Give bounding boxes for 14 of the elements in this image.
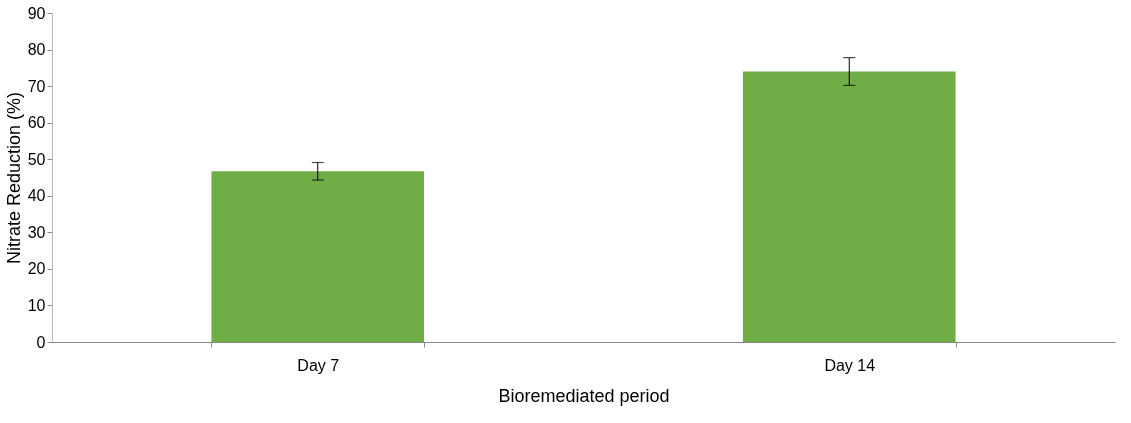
x-tick-label: Day 7: [297, 356, 340, 374]
y-tick-label: 10: [27, 296, 46, 314]
x-axis-title: Bioremediated period: [498, 385, 670, 406]
y-tick-label: 90: [27, 4, 46, 22]
y-tick-label: 50: [27, 150, 46, 168]
y-tick-label: 80: [27, 41, 46, 59]
y-axis-title: Nitrate Reduction (%): [3, 91, 24, 265]
y-tick-label: 30: [27, 223, 46, 241]
y-tick-label: 20: [27, 260, 46, 278]
y-tick-label: 40: [27, 187, 46, 205]
x-tick-label: Day 14: [824, 356, 876, 374]
y-tick-label: 0: [36, 333, 46, 351]
y-tick-label: 60: [27, 114, 46, 132]
y-tick-label: 70: [27, 77, 46, 95]
